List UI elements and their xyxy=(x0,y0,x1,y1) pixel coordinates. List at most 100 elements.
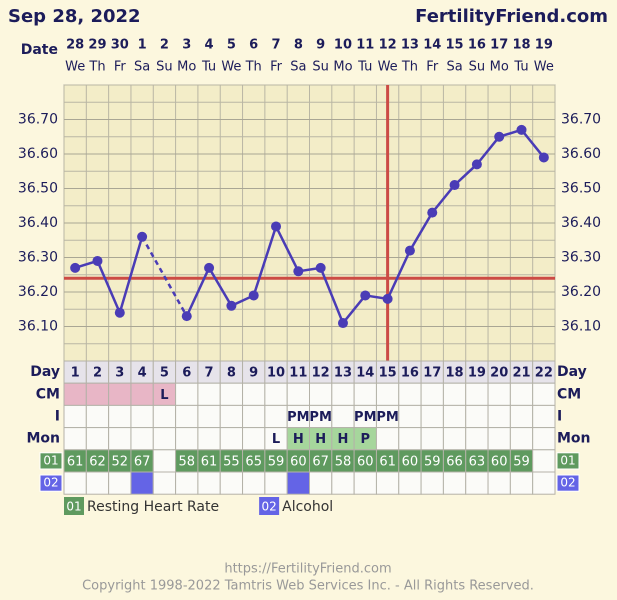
row-cell xyxy=(152,471,177,495)
row-value: PM xyxy=(287,410,309,425)
row-label: I xyxy=(557,409,562,425)
footer-url[interactable]: https://FertilityFriend.com xyxy=(224,562,391,577)
row-cell xyxy=(197,471,221,495)
row-value: H xyxy=(315,432,326,447)
row-code: 01 xyxy=(43,453,58,467)
row-cell xyxy=(242,427,266,451)
row-cell xyxy=(286,471,311,495)
row-cell xyxy=(509,471,534,495)
row-value: 59 xyxy=(268,454,285,469)
date-number: 30 xyxy=(111,38,129,53)
date-number: 28 xyxy=(66,38,84,53)
row-cell xyxy=(465,427,489,451)
legend-code: 02 xyxy=(261,500,276,514)
row-cell xyxy=(532,404,556,429)
legend-badge xyxy=(64,497,84,515)
legend-badge xyxy=(259,497,280,515)
row-cell xyxy=(130,427,154,451)
row-cell xyxy=(353,471,377,495)
row-cell xyxy=(85,427,110,451)
weekday: Su xyxy=(469,60,486,75)
row-value: 60 xyxy=(290,454,307,469)
row-value: 55 xyxy=(223,454,240,469)
legend-name: Alcohol xyxy=(282,499,333,515)
weekday: Th xyxy=(245,60,262,75)
row-value: 9 xyxy=(249,366,258,381)
temperature-point xyxy=(114,307,125,318)
row-cell xyxy=(487,404,511,429)
row-cell xyxy=(108,404,132,429)
row-value: 59 xyxy=(513,454,530,469)
row-cell xyxy=(264,404,288,429)
row-value: 1 xyxy=(71,366,80,381)
row-cell xyxy=(465,471,489,495)
row-value: 4 xyxy=(138,366,147,381)
y-tick-label: 36.40 xyxy=(18,215,58,231)
footer-copyright: Copyright 1998-2022 Tamtris Web Services… xyxy=(82,579,534,594)
row-code: 02 xyxy=(560,476,575,490)
row-cell xyxy=(532,449,556,473)
row-value: 13 xyxy=(334,366,352,381)
row-cell xyxy=(175,382,199,406)
row-value: 60 xyxy=(402,454,419,469)
row-cell xyxy=(465,382,489,406)
row-cell xyxy=(286,382,311,406)
y2-tick-label: 36.40 xyxy=(561,215,601,231)
date-number: 9 xyxy=(316,38,325,53)
row-cell xyxy=(509,427,534,451)
row-cell xyxy=(197,404,221,429)
row-cell xyxy=(487,427,511,451)
weekday: Mo xyxy=(177,60,196,75)
y2-tick-label: 36.10 xyxy=(561,319,601,335)
temperature-point xyxy=(449,180,460,191)
row-label: Mon xyxy=(557,431,591,447)
weekday: We xyxy=(65,60,85,75)
row-cell xyxy=(242,382,266,406)
row-value: 8 xyxy=(227,366,236,381)
row-cell xyxy=(63,404,87,429)
row-value: PM xyxy=(309,410,331,425)
date-number: 6 xyxy=(249,38,258,53)
row-cell xyxy=(219,382,244,406)
y-tick-label: 36.60 xyxy=(18,146,58,162)
row-cell xyxy=(242,404,266,429)
temperature-point xyxy=(404,245,415,256)
temperature-point xyxy=(204,262,215,273)
row-cell xyxy=(309,382,333,406)
temperature-point xyxy=(181,311,192,322)
row-cell xyxy=(353,382,377,406)
date-label: Date xyxy=(21,42,58,58)
y-tick-label: 36.70 xyxy=(18,112,58,128)
row-cell xyxy=(264,382,288,406)
y2-tick-label: 36.50 xyxy=(561,181,601,197)
row-cell xyxy=(108,427,132,451)
site-name[interactable]: FertilityFriend.com xyxy=(415,6,608,27)
date-number: 17 xyxy=(490,38,508,53)
row-cell xyxy=(152,449,177,473)
row-value: 18 xyxy=(446,366,464,381)
row-value: 20 xyxy=(490,366,508,381)
temperature-point xyxy=(137,231,148,242)
row-cell xyxy=(398,471,422,495)
date-number: 3 xyxy=(182,38,191,53)
weekday: Sa xyxy=(134,60,150,75)
temperature-point xyxy=(293,266,304,277)
row-cell xyxy=(152,404,177,429)
row-cell xyxy=(152,427,177,451)
row-value: 16 xyxy=(401,366,419,381)
row-value: 66 xyxy=(446,454,463,469)
row-cell xyxy=(108,471,132,495)
row-cell xyxy=(85,382,110,406)
row-cell xyxy=(509,382,534,406)
row-value: 60 xyxy=(491,454,508,469)
row-value: 5 xyxy=(160,366,169,381)
row-badge xyxy=(556,474,580,492)
row-cell xyxy=(63,471,87,495)
row-cell xyxy=(331,382,355,406)
row-value: 3 xyxy=(115,366,124,381)
row-badge xyxy=(39,474,63,492)
row-value: 22 xyxy=(535,366,553,381)
row-cell xyxy=(532,471,556,495)
row-cell xyxy=(309,471,333,495)
row-cell xyxy=(130,471,154,495)
